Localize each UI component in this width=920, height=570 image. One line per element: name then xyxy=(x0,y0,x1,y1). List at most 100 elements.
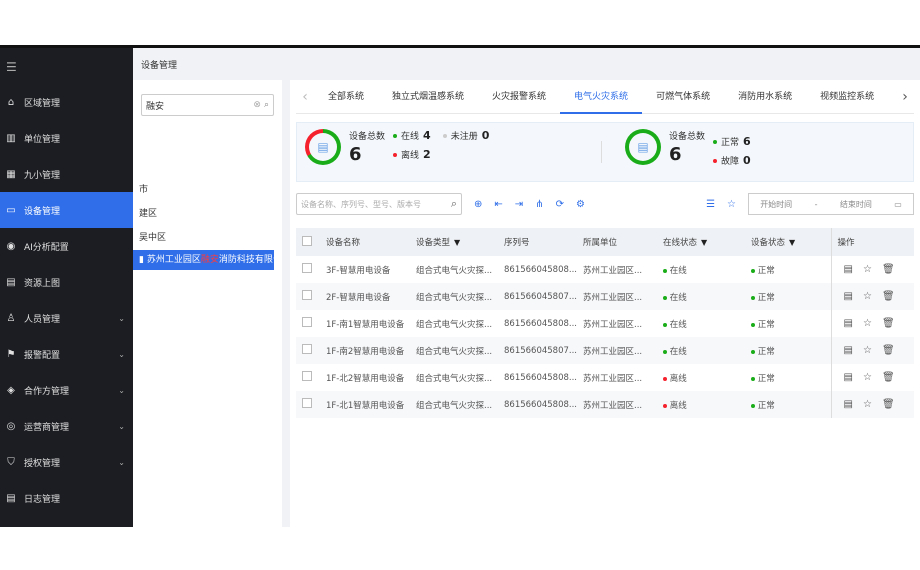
sidebar-item[interactable]: ▦ 九小管理 xyxy=(0,156,133,192)
tab[interactable]: 火灾报警系统 xyxy=(492,91,547,102)
settings-icon[interactable]: ⚙ xyxy=(575,198,585,210)
delete-icon[interactable]: 🗑︎ xyxy=(881,372,895,383)
sidebar-item[interactable]: ▤ 资源上图 xyxy=(0,264,133,300)
chevron-down-icon: ⌄ xyxy=(118,457,125,467)
document-icon: ▤ xyxy=(6,276,16,288)
device-status: 正常 xyxy=(757,373,775,384)
sidebar-item[interactable]: ♙ 人员管理 ⌄ xyxy=(0,300,133,336)
refresh-icon[interactable]: ⟳ xyxy=(555,198,564,210)
tab[interactable]: 充电桩系 xyxy=(888,80,896,114)
tree-node[interactable]: 市 xyxy=(139,185,149,195)
row-checkbox[interactable] xyxy=(302,344,312,354)
sidebar-item-label: 合作方管理 xyxy=(24,386,70,397)
star-icon[interactable]: ☆ xyxy=(862,264,872,275)
tab[interactable]: 电气火灾系统 xyxy=(560,80,643,114)
search-icon[interactable]: ⌕ xyxy=(450,197,457,210)
toolbar: 设备名称、序列号、型号、版本号 ⌕ ⊕ ⇤ ⇥ ⋔ ⟳ ⚙ ☰ ☆ 开始时间 - 结束… xyxy=(296,190,914,218)
chevron-down-icon: ⌄ xyxy=(118,313,125,323)
row-checkbox[interactable] xyxy=(302,371,312,381)
tab[interactable]: 独立式烟温感系统 xyxy=(392,91,465,102)
row-checkbox[interactable] xyxy=(302,398,312,408)
clear-icon[interactable]: ⊗ xyxy=(253,100,261,110)
import-icon[interactable]: ⇤ xyxy=(494,198,503,210)
detail-icon[interactable]: ▤ xyxy=(843,318,853,329)
detail-icon[interactable]: ▤ xyxy=(843,372,853,383)
table-row[interactable]: 2F-智慧用电设备 组合式电气火灾探... 861566045807... 苏州… xyxy=(296,283,914,310)
star-icon[interactable]: ☆ xyxy=(862,399,872,410)
detail-icon[interactable]: ▤ xyxy=(843,291,853,302)
sidebar-item[interactable]: ▥ 单位管理 xyxy=(0,120,133,156)
tabs-next-icon[interactable]: › xyxy=(902,88,908,105)
detail-icon[interactable]: ▤ xyxy=(843,399,853,410)
sidebar-item[interactable]: ◈ 合作方管理 ⌄ xyxy=(0,372,133,408)
row-checkbox[interactable] xyxy=(302,263,312,273)
grid-icon: ▦ xyxy=(6,168,16,180)
filter-icon[interactable]: ▼ xyxy=(454,238,461,247)
table-row[interactable]: 1F-北2智慧用电设备 组合式电气火灾探... 861566045808... … xyxy=(296,364,914,391)
tab[interactable]: 全部系统 xyxy=(328,91,365,102)
detail-icon[interactable]: ▤ xyxy=(843,345,853,356)
tab[interactable]: 消防用水系统 xyxy=(738,91,793,102)
row-checkbox[interactable] xyxy=(302,317,312,327)
sidebar-item-label: 日志管理 xyxy=(24,494,61,505)
filter-icon[interactable]: ▼ xyxy=(789,238,796,247)
sidebar-item[interactable]: ⌂ 区域管理 xyxy=(0,84,133,120)
config-icon[interactable]: ⋔ xyxy=(535,198,544,210)
delete-icon[interactable]: 🗑︎ xyxy=(881,291,895,302)
sidebar-item[interactable]: ▭ 设备管理 xyxy=(0,192,133,228)
table-row[interactable]: 1F-北1智慧用电设备 组合式电气火灾探... 861566045808... … xyxy=(296,391,914,418)
sidebar-item[interactable]: ▤ 日志管理 xyxy=(0,480,133,516)
operator-icon: ◎ xyxy=(6,420,16,432)
alarm-icon: ⚑ xyxy=(6,348,16,360)
sidebar-item-label: AI分析配置 xyxy=(24,242,69,253)
star-icon[interactable]: ☆ xyxy=(862,291,872,302)
sidebar-item-label: 资源上图 xyxy=(24,278,61,289)
tree-node[interactable]: 吴中区 xyxy=(139,233,167,243)
star-icon[interactable]: ☆ xyxy=(862,318,872,329)
device-status: 正常 xyxy=(757,292,775,303)
sidebar-item-label: 报警配置 xyxy=(24,350,61,361)
tab[interactable]: 视频监控系统 xyxy=(820,91,875,102)
device-search-input[interactable]: 设备名称、序列号、型号、版本号 ⌕ xyxy=(296,193,462,215)
star-icon[interactable]: ☆ xyxy=(727,198,736,210)
detail-icon[interactable]: ▤ xyxy=(843,264,853,275)
chevron-down-icon: ⌄ xyxy=(118,385,125,395)
table-row[interactable]: 1F-南1智慧用电设备 组合式电气火灾探... 861566045808... … xyxy=(296,310,914,337)
table-row[interactable]: 3F-智慧用电设备 组合式电气火灾探... 861566045808... 苏州… xyxy=(296,256,914,283)
date-range-picker[interactable]: 开始时间 - 结束时间 ▭ xyxy=(748,193,914,215)
export-icon[interactable]: ⇥ xyxy=(514,198,524,210)
search-icon[interactable]: ⌕ xyxy=(263,100,269,110)
select-all-checkbox[interactable] xyxy=(302,235,312,246)
table-row[interactable]: 1F-南2智慧用电设备 组合式电气火灾探... 861566045807... … xyxy=(296,337,914,364)
sidebar-item-label: 人员管理 xyxy=(24,314,61,325)
star-icon[interactable]: ☆ xyxy=(862,372,872,383)
tabs-prev-icon[interactable]: ‹ xyxy=(302,88,308,105)
tree-node[interactable]: 建区 xyxy=(139,209,158,219)
delete-icon[interactable]: 🗑︎ xyxy=(881,318,895,329)
filter-icon[interactable]: ▼ xyxy=(701,238,708,247)
delete-icon[interactable]: 🗑︎ xyxy=(881,264,895,275)
delete-icon[interactable]: 🗑︎ xyxy=(881,399,895,410)
tab[interactable]: 可燃气体系统 xyxy=(656,91,711,102)
online-status: 在线 xyxy=(669,292,687,303)
online-status: 在线 xyxy=(669,346,687,357)
breadcrumb: 设备管理 xyxy=(133,48,920,80)
device-status: 正常 xyxy=(757,346,775,357)
list-icon[interactable]: ☰ xyxy=(706,198,716,210)
sidebar-item[interactable]: ◎ 运营商管理 ⌄ xyxy=(0,408,133,444)
sidebar-item[interactable]: ◉ AI分析配置 xyxy=(0,228,133,264)
add-icon[interactable]: ⊕ xyxy=(474,198,483,210)
shield-icon: ⛉ xyxy=(7,456,15,468)
sidebar-item[interactable]: ⚑ 报警配置 ⌄ xyxy=(0,336,133,372)
ai-icon: ◉ xyxy=(6,240,16,252)
sidebar-item[interactable]: ⛉ 授权管理 ⌄ xyxy=(0,444,133,480)
delete-icon[interactable]: 🗑︎ xyxy=(881,345,895,356)
menu-toggle-icon[interactable]: ☰ xyxy=(6,60,17,74)
map-pin-icon: ⌂ xyxy=(7,96,15,108)
sidebar-item-label: 区域管理 xyxy=(24,98,61,109)
tree-node-selected[interactable]: ▮ 苏州工业园区融安消防科技有限公司 xyxy=(133,250,274,270)
tree-search-input[interactable]: 融安 ⊗ ⌕ xyxy=(141,94,274,116)
row-checkbox[interactable] xyxy=(302,290,312,300)
sidebar-item-label: 设备管理 xyxy=(24,206,61,217)
star-icon[interactable]: ☆ xyxy=(862,345,872,356)
